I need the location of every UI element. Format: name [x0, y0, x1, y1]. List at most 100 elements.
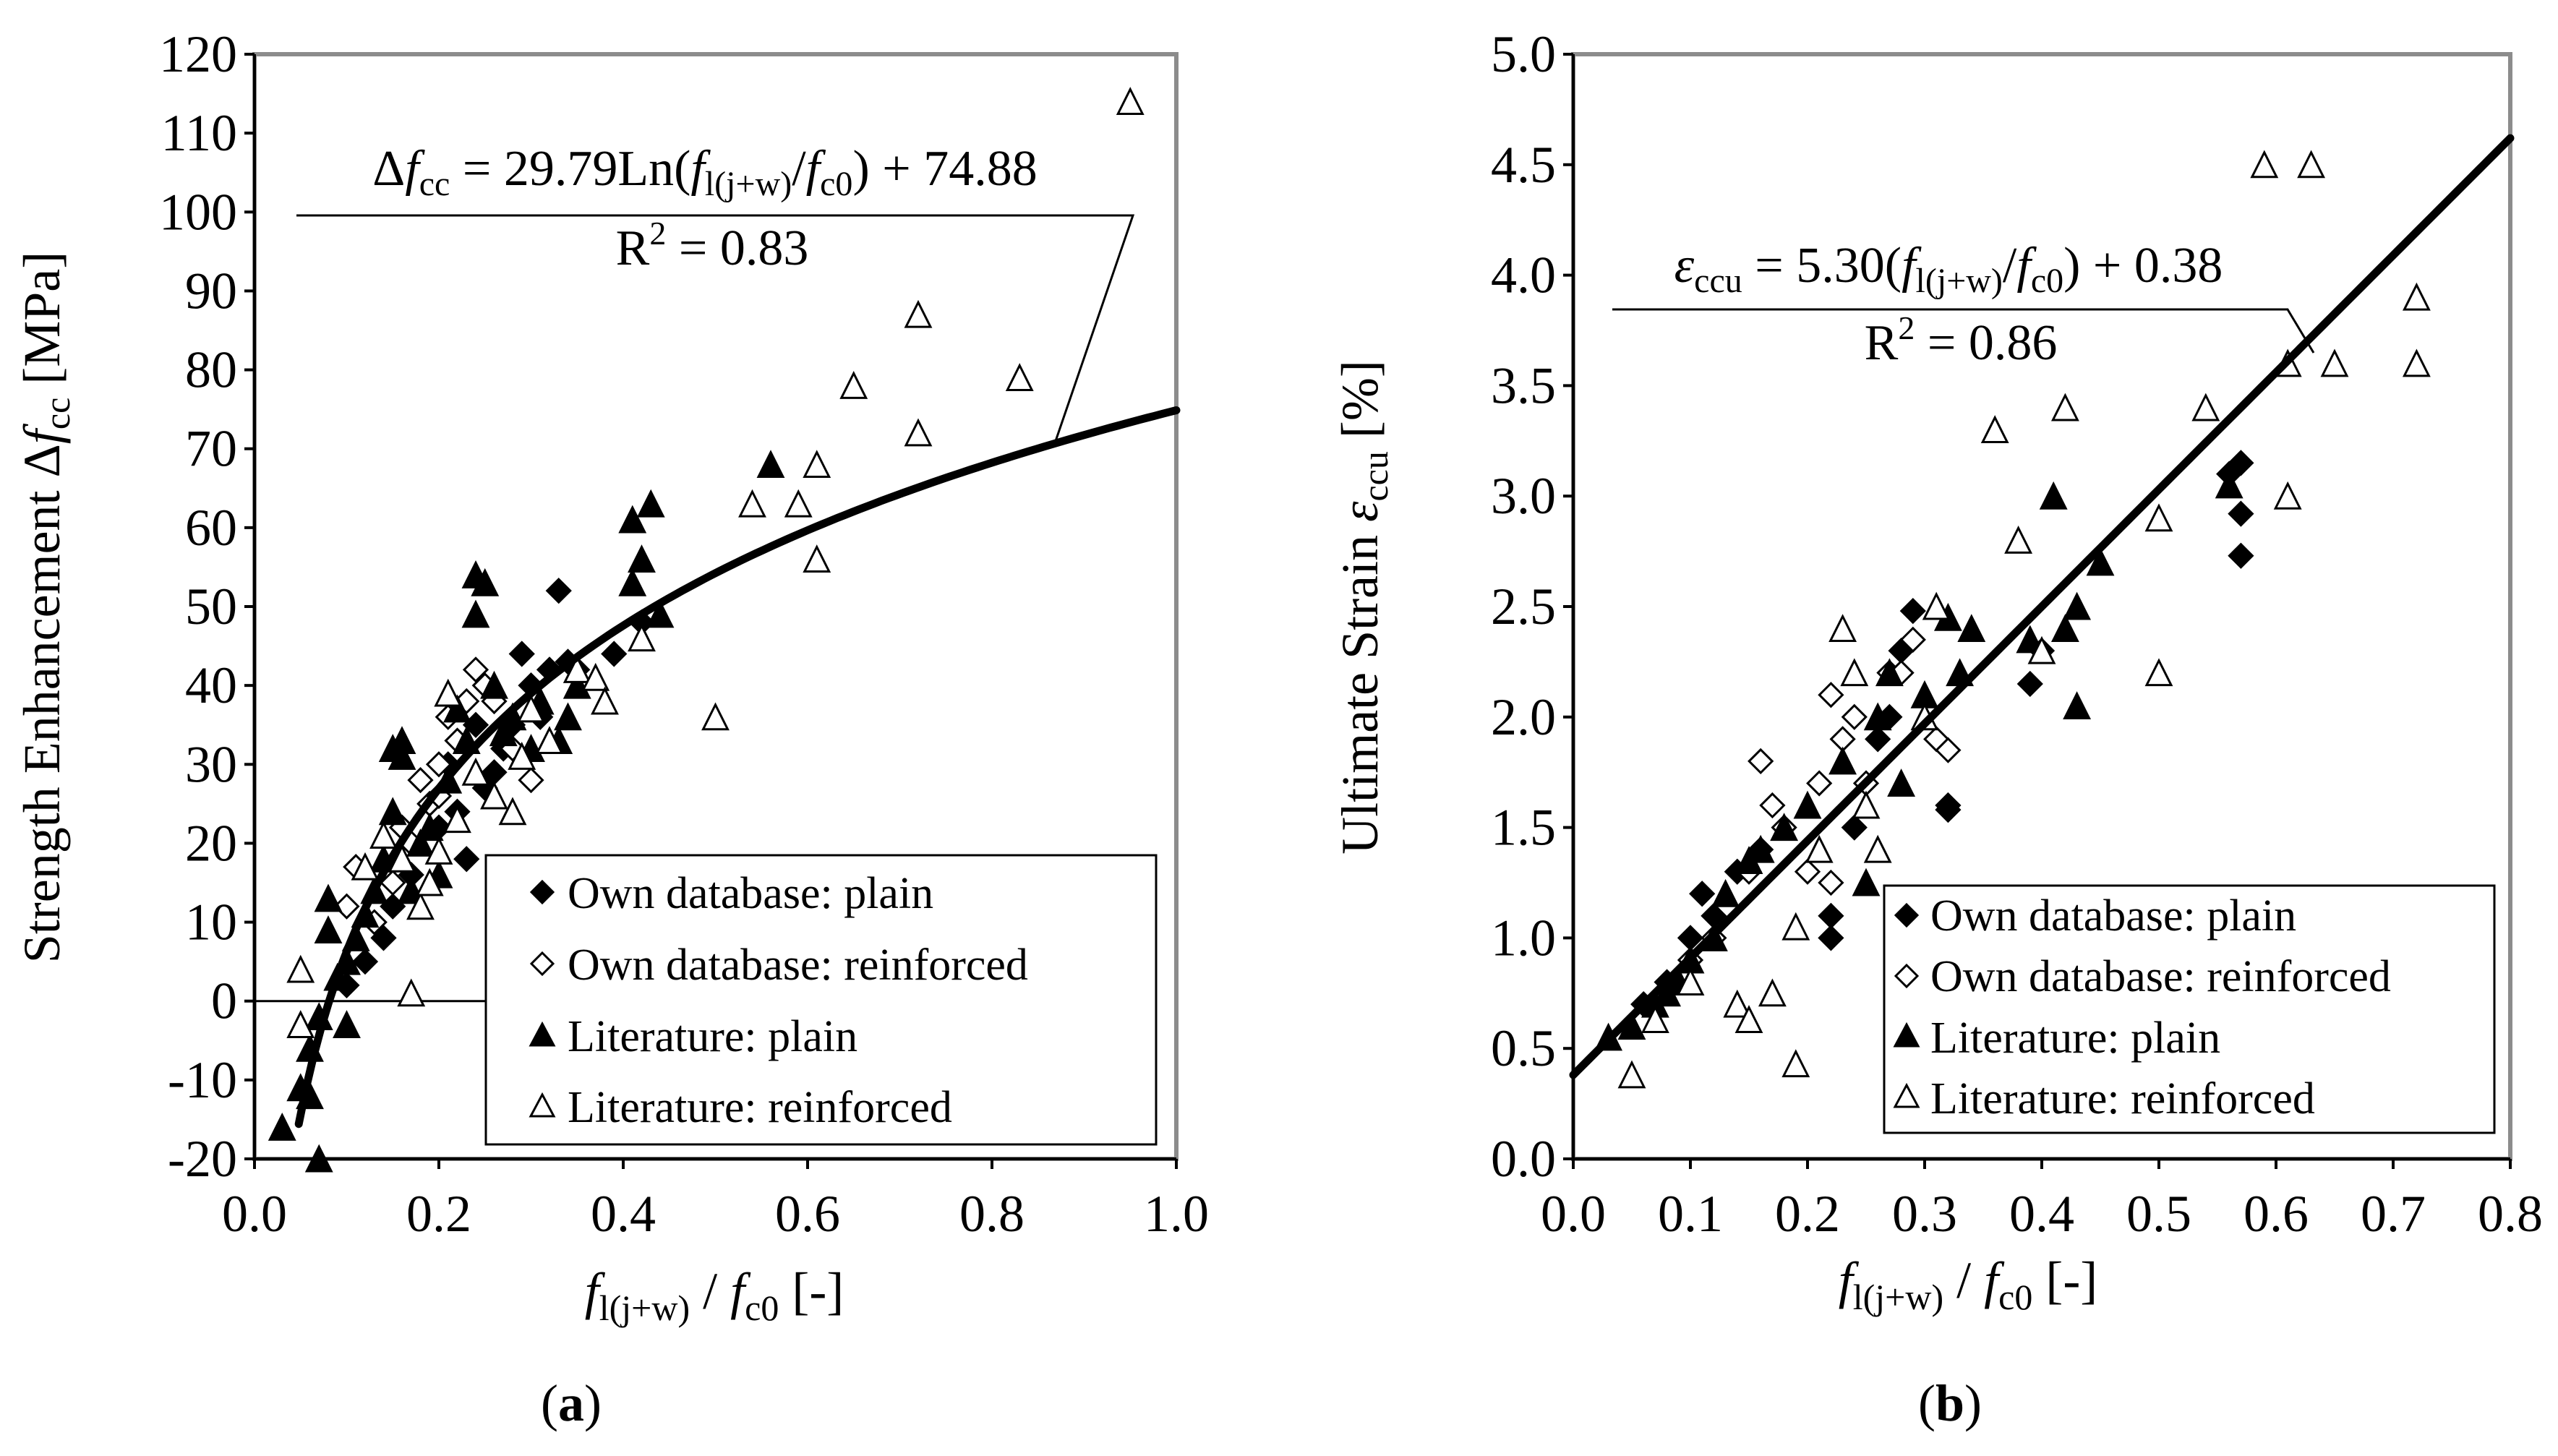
panel-a-x-tick-label: 1.0 — [1144, 1185, 1209, 1243]
data-point-triangle-open — [1980, 415, 2009, 444]
data-point-triangle-open — [904, 299, 933, 328]
legend-triangle-filled-icon — [1893, 1022, 1920, 1048]
panel-a-y-tick-label: 30 — [185, 735, 237, 793]
data-point-triangle-filled — [314, 915, 343, 943]
panel-b-equation: εccu = 5.30(fl(j+w)/fc0) + 0.38 — [1674, 238, 2223, 300]
data-point-triangle-open — [1758, 978, 1787, 1007]
data-point-triangle-open — [2004, 525, 2033, 554]
panel-b-y-tick-label: 2.5 — [1491, 578, 1556, 635]
data-point-triangle-open — [286, 1010, 315, 1038]
data-point-triangle-filled — [1957, 614, 1986, 643]
data-point-diamond-filled — [1818, 925, 1844, 951]
panel-a-legend-label-0: Own database: plain — [568, 869, 933, 918]
data-point-triangle-open — [1863, 834, 1892, 863]
panel-b-chart: 0.0 0.5 1.0 1.5 2.0 2.5 3.0 3.5 4.0 4.5 5.0 0.0 0.1 0… — [1331, 25, 2543, 1432]
data-point-triangle-open — [2050, 393, 2079, 421]
panel-b-x-tick-label: 0.4 — [2009, 1185, 2074, 1243]
data-point-diamond-open — [333, 893, 360, 920]
data-point-diamond-filled — [1841, 814, 1868, 841]
data-point-triangle-open — [2144, 503, 2173, 532]
data-point-triangle-open — [443, 805, 471, 834]
panel-a-legend-item-0: Own database: plain — [529, 869, 933, 918]
data-point-triangle-filled — [2050, 614, 2079, 643]
data-point-triangle-open — [286, 954, 315, 983]
data-point-triangle-filled — [2039, 481, 2068, 510]
panel-b-x-tick-label: 0.1 — [1658, 1185, 1723, 1243]
panel-b-x-tick-label: 0.0 — [1541, 1185, 1606, 1243]
panel-b-y-tick-label: 1.5 — [1491, 799, 1556, 857]
panel-a-legend-label-3: Literature: reinforced — [568, 1083, 952, 1132]
data-point-triangle-filled — [1852, 868, 1881, 896]
data-point-triangle-filled — [471, 568, 500, 596]
panel-a-y-tick-label: 40 — [185, 656, 237, 714]
panel-a-legend-label-2: Literature: plain — [568, 1012, 857, 1061]
data-point-triangle-filled — [554, 702, 582, 731]
data-point-triangle-open — [803, 544, 831, 573]
data-point-triangle-open — [2402, 282, 2431, 311]
data-point-triangle-filled — [646, 599, 675, 628]
panel-a-x-tick-label: 0.2 — [406, 1185, 471, 1243]
panel-b-y-tick-label: 3.0 — [1491, 467, 1556, 525]
legend-triangle-open-icon — [529, 1092, 556, 1118]
legend-triangle-open-icon — [1893, 1082, 1920, 1108]
panel-b-legend-label-2: Literature: plain — [1930, 1014, 2220, 1063]
panel-a-y-axis-label: Strength Enhancement Δfcc [MPa] — [13, 252, 77, 964]
panel-a-legend-item-3: Literature: reinforced — [529, 1083, 952, 1132]
data-point-triangle-filled — [2215, 470, 2243, 499]
data-point-triangle-filled — [1875, 658, 1904, 687]
panel-a-x-tick-label: 0.0 — [222, 1185, 287, 1243]
data-point-triangle-open — [2273, 481, 2302, 510]
legend-diamond-filled-icon — [529, 879, 555, 905]
panel-b-fit-line — [1569, 134, 2515, 1079]
data-point-triangle-open — [369, 821, 398, 849]
data-point-triangle-open — [415, 868, 444, 896]
panel-b-y-tick-label: 0.0 — [1491, 1130, 1556, 1188]
panel-a-x-tick-label: 0.6 — [775, 1185, 840, 1243]
panel-b-legend-item-0: Own database: plain — [1894, 891, 2296, 941]
data-point-triangle-open — [1840, 658, 1869, 687]
data-point-triangle-filled — [333, 1010, 361, 1038]
panel-a-y-tick-label: 60 — [185, 499, 237, 557]
data-point-triangle-open — [562, 654, 591, 683]
data-point-triangle-open — [839, 371, 868, 399]
panel-a-caption: (a) — [541, 1374, 602, 1432]
panel-b-legend-item-2: Literature: plain — [1893, 1014, 2220, 1063]
panel-a-y-tick-label: 0 — [211, 972, 237, 1030]
legend-triangle-filled-icon — [529, 1021, 556, 1047]
data-point-triangle-open — [1617, 1060, 1646, 1089]
data-point-triangle-filled — [406, 828, 435, 857]
data-point-triangle-open — [424, 836, 453, 865]
data-point-diamond-open — [518, 766, 544, 794]
data-point-triangle-filled — [2086, 547, 2115, 576]
data-point-diamond-filled — [601, 641, 628, 667]
panel-b-y-axis-label: Ultimate Strain εccu [%] — [1331, 360, 1395, 855]
panel-a-y-tick-label: -10 — [168, 1051, 237, 1109]
data-point-diamond-filled — [370, 925, 397, 951]
data-point-diamond-filled — [2228, 542, 2254, 569]
panel-a-y-tick-label: 10 — [185, 894, 237, 951]
data-point-triangle-filled — [1746, 834, 1775, 863]
panel-b-x-tick-label: 0.7 — [2361, 1185, 2426, 1243]
data-point-diamond-open — [1794, 858, 1821, 885]
data-point-diamond-filled — [453, 846, 480, 873]
data-point-triangle-open — [1781, 912, 1810, 941]
panel-a-x-tick-label: 0.8 — [959, 1185, 1025, 1243]
panel-b-legend-item-3: Literature: reinforced — [1893, 1074, 2315, 1123]
data-point-triangle-filled — [1863, 702, 1892, 731]
data-point-triangle-open — [2297, 150, 2326, 179]
panel-a-legend-label-1: Own database: reinforced — [568, 941, 1028, 990]
data-point-triangle-open — [406, 891, 435, 920]
data-point-triangle-filled — [268, 1112, 296, 1141]
data-point-diamond-filled — [2228, 500, 2254, 527]
data-point-diamond-filled — [1865, 726, 1891, 753]
data-point-triangle-filled — [443, 694, 471, 723]
data-point-triangle-filled — [1828, 746, 1857, 775]
data-point-triangle-open — [1828, 614, 1857, 643]
panel-b-y-tick-label: 0.5 — [1491, 1019, 1556, 1077]
panel-a-equation: Δfcc = 29.79Ln(fl(j+w)/fc0) + 74.88 — [372, 141, 1037, 203]
data-point-triangle-filled — [378, 797, 407, 826]
data-point-triangle-filled — [756, 450, 785, 479]
data-point-triangle-filled — [304, 1144, 333, 1173]
panel-b-x-tick-label: 0.5 — [2126, 1185, 2191, 1243]
data-point-triangle-open — [434, 678, 463, 707]
